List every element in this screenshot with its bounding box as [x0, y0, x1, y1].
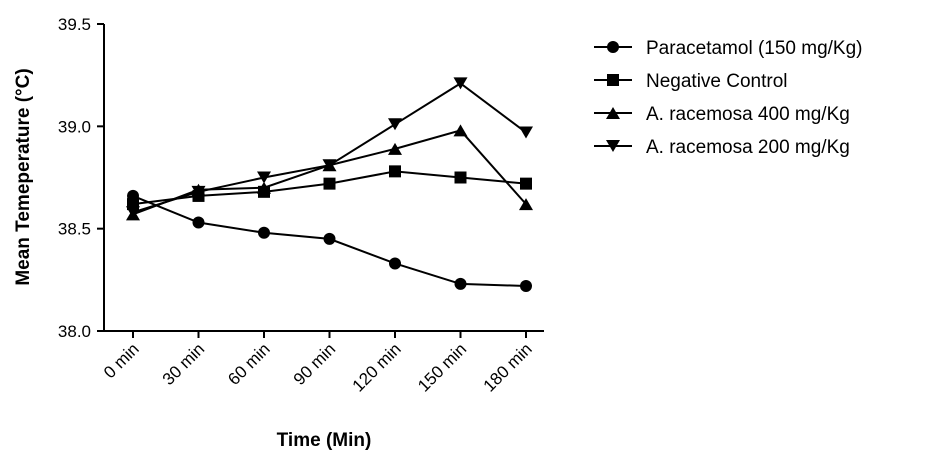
data-point — [389, 165, 401, 178]
data-point — [126, 206, 140, 219]
x-tick-label: 0 min — [100, 339, 143, 382]
series-line — [132, 82, 527, 214]
y-tick-label: 38.5 — [58, 220, 91, 239]
series-2 — [127, 165, 532, 211]
x-tick-label: 150 min — [414, 339, 470, 395]
x-tick-label: 60 min — [224, 339, 274, 389]
legend-item: Negative Control — [594, 71, 788, 92]
data-point — [520, 279, 532, 292]
series-layer — [126, 77, 533, 292]
x-tick-label: 90 min — [290, 339, 340, 389]
legend-marker — [606, 107, 620, 119]
legend-label: Negative Control — [646, 71, 788, 92]
data-point — [257, 171, 271, 184]
data-point — [388, 142, 402, 155]
legend-label: Paracetamol (150 mg/Kg) — [646, 38, 863, 59]
series-4 — [126, 77, 533, 219]
legend-marker — [606, 140, 620, 152]
data-point — [388, 118, 402, 131]
data-point — [257, 181, 271, 194]
legend: Paracetamol (150 mg/Kg) Negative Control A… — [594, 38, 863, 158]
data-point — [454, 171, 467, 184]
data-point — [192, 216, 205, 229]
series-1 — [127, 189, 532, 292]
legend-item: A. racemosa 200 mg/Kg — [594, 137, 850, 158]
data-point — [454, 277, 467, 290]
data-point — [453, 77, 468, 90]
legend-label: A. racemosa 400 mg/Kg — [646, 104, 850, 125]
series-3 — [126, 124, 533, 221]
data-point — [519, 126, 533, 139]
x-axis-title: Time (Min) — [277, 430, 372, 451]
data-point — [323, 232, 336, 245]
y-tick-label: 39.5 — [58, 15, 91, 34]
y-tick-label: 38.0 — [58, 322, 91, 341]
data-point — [322, 159, 337, 172]
y-axis-title: Mean Temeperature (°C) — [13, 68, 34, 285]
legend-label: A. racemosa 200 mg/Kg — [646, 137, 850, 158]
axes — [103, 24, 544, 332]
data-point — [258, 226, 270, 239]
y-tick-label: 39.0 — [58, 117, 91, 136]
series-line — [132, 129, 527, 216]
x-tick-label: 120 min — [349, 339, 405, 395]
data-point — [389, 257, 401, 270]
data-point — [323, 177, 336, 190]
x-tick-label: 30 min — [159, 339, 209, 389]
data-point — [520, 177, 532, 190]
legend-item: A. racemosa 400 mg/Kg — [594, 104, 850, 125]
data-point — [519, 198, 533, 211]
y-ticks: 38.0 38.5 39.0 39.5 — [58, 15, 104, 341]
x-tick-label: 180 min — [480, 339, 536, 395]
data-point — [191, 185, 206, 198]
legend-item: Paracetamol (150 mg/Kg) — [594, 38, 863, 59]
data-point — [453, 124, 468, 137]
x-ticks: 0 min 30 min 60 min 90 min 120 min 150 min 180… — [100, 331, 536, 396]
legend-marker — [607, 41, 619, 53]
legend-marker — [607, 74, 619, 86]
